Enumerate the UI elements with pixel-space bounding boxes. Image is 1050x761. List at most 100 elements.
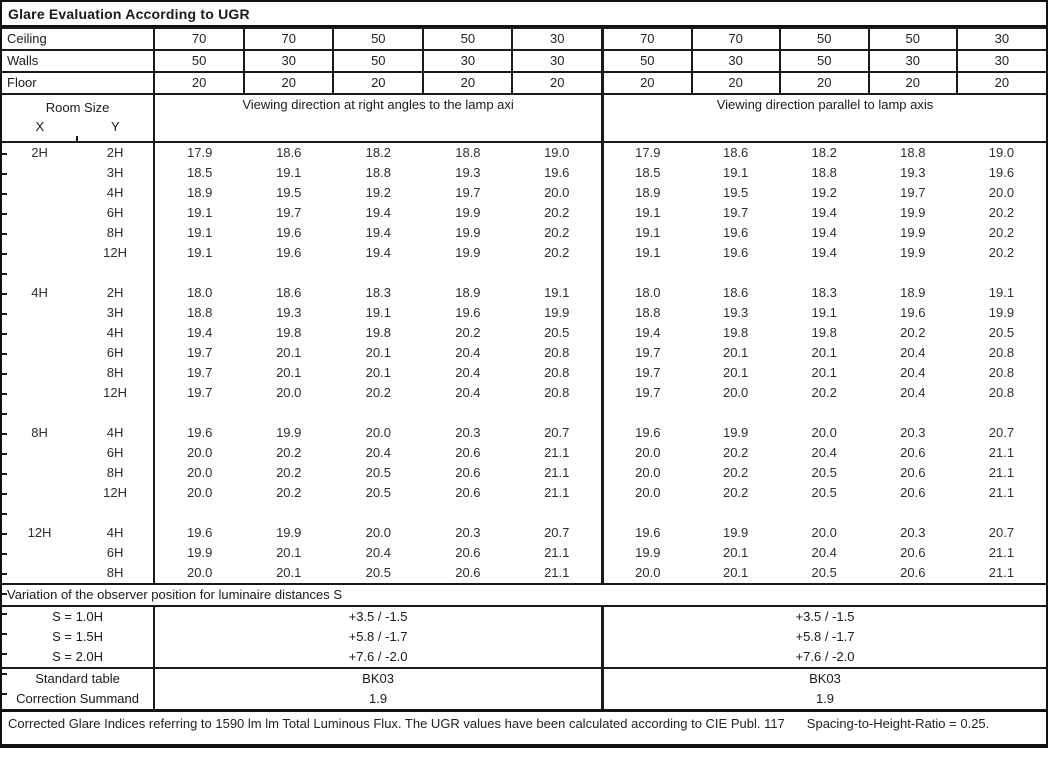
room-y-cell — [77, 403, 156, 423]
ugr-value-cell — [957, 263, 1046, 283]
room-y-cell: 2H — [77, 142, 156, 163]
ugr-value-cell: 18.9 — [455, 285, 481, 300]
room-y-cell: 6H — [77, 543, 156, 563]
variation-body: Variation of the observer position for l… — [2, 583, 1046, 709]
ugr-value-cell: 19.6 — [187, 525, 213, 540]
surface-value-cell: 30 — [422, 49, 514, 73]
ugr-value-cell: 19.7 — [455, 185, 481, 200]
ugr-value-cell: 20.8 — [988, 365, 1015, 380]
ugr-value-cell: 19.6 — [988, 165, 1015, 180]
room-y-cell: 4H — [77, 523, 156, 543]
ugr-value-cell: 20.1 — [722, 545, 749, 560]
ugr-value-cell: 20.2 — [988, 225, 1015, 240]
ugr-value-cell: 18.9 — [187, 185, 213, 200]
room-size-header: Room Size X Y — [2, 94, 156, 143]
ugr-value-cell: 20.2 — [722, 485, 749, 500]
ugr-value-cell: 19.1 — [811, 305, 837, 320]
ugr-value-cell: 18.8 — [601, 303, 692, 323]
ugr-value-cell: 20.2 — [988, 245, 1015, 260]
ugr-data-row: 3H 18.8 19.3 19.1 19.6 19.9 18.8 19.3 19.1 19.6 19… — [2, 303, 1046, 323]
ugr-value-cell: 21.1 — [988, 545, 1015, 560]
ugr-value-cell: 19.6 — [544, 165, 570, 180]
ugr-value-cell: 19.6 — [722, 245, 749, 260]
ugr-value-cell: 19.7 — [601, 363, 692, 383]
ugr-value-cell: 19.5 — [276, 185, 302, 200]
room-x-cell: 2H — [31, 145, 48, 160]
correction-summand-right: 1.9 — [815, 691, 835, 706]
spacer-row — [2, 503, 1046, 523]
ugr-value-cell: 18.6 — [276, 145, 302, 160]
s-label: S = 1.0H — [2, 606, 156, 627]
ugr-data-row: 6H 19.9 20.1 20.4 20.6 21.1 19.9 20.1 20.4 20.6 21… — [2, 543, 1046, 563]
room-y-cell: 2H — [77, 283, 156, 303]
data-body: 2H 2H 17.9 18.6 18.2 18.8 19.0 17.9 18.6 18.2 18.8… — [2, 142, 1046, 584]
ugr-value-cell — [333, 263, 423, 283]
ugr-value-cell: 19.3 — [455, 165, 481, 180]
surface-value-cell: 20 — [601, 71, 693, 95]
ugr-value-cell — [512, 403, 602, 423]
ugr-value-cell: 20.8 — [544, 385, 570, 400]
ugr-data-row: 12H 20.0 20.2 20.5 20.6 21.1 20.0 20.2 20.5 20.6 2… — [2, 483, 1046, 503]
ugr-value-cell — [333, 403, 423, 423]
room-y-cell: 12H — [77, 243, 156, 263]
ugr-value-cell: 20.0 — [276, 385, 302, 400]
room-x-cell — [2, 343, 77, 363]
ugr-value-cell: 19.3 — [722, 305, 749, 320]
ugr-value-cell: 20.0 — [811, 425, 837, 440]
surface-value-cell: 20 — [153, 71, 246, 95]
ugr-value-cell: 19.9 — [722, 525, 749, 540]
surface-value-cell: 30 — [955, 27, 1046, 51]
ugr-value-cell: 20.4 — [455, 385, 481, 400]
ugr-value-cell: 20.5 — [365, 465, 391, 480]
ugr-value-cell: 20.6 — [900, 465, 926, 480]
ugr-value-cell: 19.6 — [601, 423, 692, 443]
ugr-value-cell: 21.1 — [988, 485, 1015, 500]
ugr-data-row: 4H 18.9 19.5 19.2 19.7 20.0 18.9 19.5 19.2 19.7 20… — [2, 183, 1046, 203]
ugr-value-cell: 20.4 — [900, 385, 926, 400]
surface-body: Ceiling 70 70 50 50 30 70 70 50 50 30 Walls 50 30 50 30… — [2, 27, 1046, 95]
ugr-data-row: 2H 2H 17.9 18.6 18.2 18.8 19.0 17.9 18.6 18.2 18.8… — [2, 142, 1046, 163]
variation-title-row: Variation of the observer position for l… — [2, 583, 1046, 607]
s-value-left: +3.5 / -1.5 — [154, 606, 605, 627]
surface-value-cell: 50 — [867, 27, 958, 51]
ugr-value-cell: 20.7 — [988, 525, 1015, 540]
ugr-data-row: 12H 19.7 20.0 20.2 20.4 20.8 19.7 20.0 20.2 20.4 2… — [2, 383, 1046, 403]
ugr-value-cell: 19.9 — [276, 425, 302, 440]
ugr-value-cell: 18.9 — [601, 183, 692, 203]
ugr-data-row: 6H 20.0 20.2 20.4 20.6 21.1 20.0 20.2 20.4 20.6 21… — [2, 443, 1046, 463]
ugr-data-row: 3H 18.5 19.1 18.8 19.3 19.6 18.5 19.1 18.8 19.3 19… — [2, 163, 1046, 183]
ugr-value-cell — [869, 403, 957, 423]
ugr-value-cell: 19.9 — [722, 425, 749, 440]
ugr-value-cell: 20.5 — [811, 465, 837, 480]
header-body: Room Size X Y Viewing direction at right… — [2, 94, 1046, 143]
surface-value-cell: 30 — [690, 49, 781, 73]
ugr-value-cell: 19.4 — [601, 323, 692, 343]
ugr-value-cell: 20.0 — [187, 465, 213, 480]
room-y-cell: 6H — [77, 343, 156, 363]
surface-label: Ceiling — [2, 27, 156, 51]
xy-labels: X Y — [2, 119, 152, 137]
room-y-cell: 8H — [77, 223, 156, 243]
ugr-value-cell: 20.1 — [811, 365, 837, 380]
ugr-value-cell: 19.9 — [900, 225, 926, 240]
surface-value-cell: 50 — [422, 27, 514, 51]
ugr-value-cell: 20.7 — [544, 525, 570, 540]
s-row: S = 1.5H +5.8 / -1.7 +5.8 / -1.7 — [2, 627, 1046, 647]
surface-value-cell: 50 — [601, 49, 693, 73]
standard-table-label: Standard table — [2, 667, 156, 689]
ugr-data-row: 8H 19.1 19.6 19.4 19.9 20.2 19.1 19.6 19.4 19.9 20… — [2, 223, 1046, 243]
ugr-value-cell — [692, 503, 780, 523]
y-axis-label: Y — [111, 119, 120, 134]
room-y-cell: 6H — [77, 203, 156, 223]
ugr-value-cell: 21.1 — [544, 445, 570, 460]
surface-value-cell: 50 — [332, 27, 425, 51]
row-tick-marks — [2, 135, 7, 695]
surface-value-cell: 50 — [778, 27, 870, 51]
room-x-cell — [2, 163, 77, 183]
surface-row: Floor 20 20 20 20 20 20 20 20 20 20 — [2, 71, 1046, 95]
ugr-value-cell: 20.6 — [900, 545, 926, 560]
correction-summand-label: Correction Summand — [2, 689, 156, 709]
ugr-value-cell: 20.7 — [988, 425, 1015, 440]
room-y-cell: 3H — [77, 303, 156, 323]
s-value-right: +7.6 / -2.0 — [795, 649, 855, 664]
